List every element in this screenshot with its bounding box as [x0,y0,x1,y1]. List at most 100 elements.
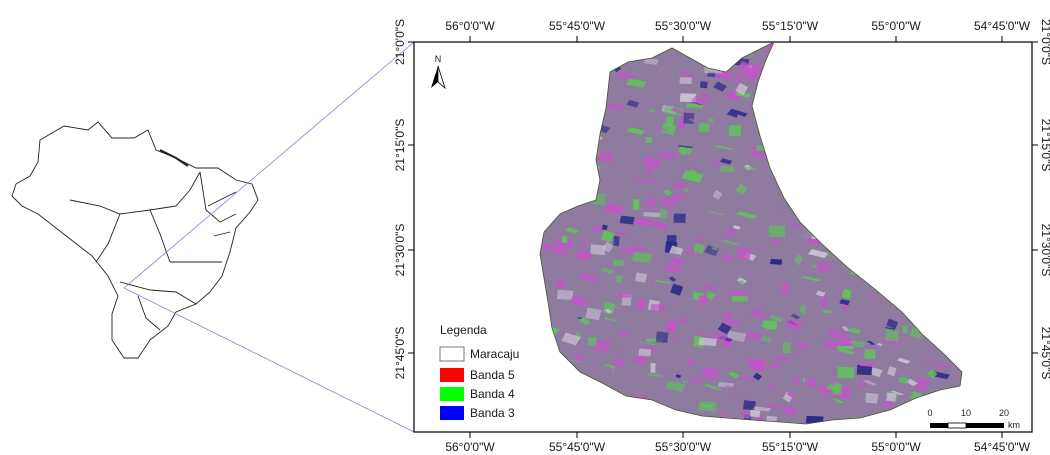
imagery-patch [753,55,768,64]
imagery-patch [615,274,624,284]
imagery-patch [713,81,728,92]
imagery-patch [643,212,661,218]
inset-connector-lines [123,41,415,433]
imagery-patch [867,296,877,301]
imagery-patch [693,243,705,255]
imagery-patch [635,178,656,184]
imagery-patch [735,82,748,96]
imagery-patch [619,246,635,255]
imagery-patch [662,189,673,196]
imagery-patch [882,339,903,345]
imagery-patch [786,391,796,398]
imagery-patch [841,288,852,300]
imagery-patch [602,365,614,376]
imagery-patch [761,320,777,330]
imagery-patch [886,392,897,402]
imagery-patch [672,182,686,189]
imagery-patch [673,213,686,224]
imagery-patch [707,210,727,216]
right-lat-label: 21°0'0"S [1039,19,1050,65]
imagery-patch [782,281,791,291]
imagery-patch [915,377,930,390]
imagery-patch [859,362,875,367]
imagery-patch [687,283,702,296]
imagery-patch [887,366,897,377]
imagery-patch [573,353,586,363]
imagery-patch [927,369,938,379]
imagery-patch [655,331,669,344]
left-lat-label: 21°15'0"S [393,119,407,172]
imagery-patch [837,348,856,355]
bottom-lon-label: 55°0'0"W [871,440,921,454]
imagery-patch [671,76,681,89]
imagery-patch [734,71,742,85]
imagery-patch [746,77,762,83]
imagery-patch [679,77,692,85]
imagery-patch [744,166,757,171]
imagery-patch [717,322,732,335]
imagery-patch [689,169,698,173]
imagery-patch [596,150,614,163]
legend-title: Legenda [440,323,487,337]
imagery-patch [799,303,807,315]
imagery-patch [841,326,850,332]
imagery-patch [760,335,772,343]
imagery-patch [690,95,710,106]
imagery-patch [805,370,824,378]
imagery-patch [708,117,714,123]
imagery-patch [734,261,752,267]
legend-label: Banda 4 [470,387,515,401]
maracaju-boundary [539,41,963,425]
imagery-patch [827,328,848,340]
imagery-patch [898,376,910,385]
imagery-patch [881,400,894,409]
imagery-patch [714,145,734,150]
imagery-patch [815,290,826,297]
imagery-patch [793,254,804,266]
imagery-patch [785,318,804,331]
imagery-patch [739,376,755,381]
imagery-patch [718,331,728,341]
imagery-patch [600,267,615,275]
imagery-patch [663,252,681,259]
imagery-patch [631,251,653,264]
imagery-patch [651,221,669,230]
imagery-patch [664,405,686,412]
imagery-patch [749,409,761,418]
north-arrow: N [431,54,446,90]
top-lon-label: 55°0'0"W [871,19,921,33]
imagery-patch [606,103,624,110]
imagery-patch [670,283,684,296]
imagery-patch [645,166,653,175]
imagery-patch [740,410,751,420]
imagery-patch [877,323,894,329]
imagery-patch [822,309,832,314]
imagery-patch [626,99,640,108]
imagery-patch [578,330,585,337]
imagery-patch [816,261,831,273]
imagery-patch [643,57,659,65]
imagery-patch [619,215,635,225]
imagery-patch [680,70,694,79]
imagery-patch [811,390,822,400]
imagery-patch [856,364,873,376]
legend-label: Banda 3 [470,406,515,420]
legend-item-maracaju: Maracaju [439,346,519,362]
legend-item-banda-5: Banda 5 [440,368,515,382]
imagery-patch [688,378,703,384]
right-lat-label: 21°15'0"S [1039,119,1050,172]
imagery-patch [561,235,568,244]
imagery-patch [644,137,653,144]
imagery-patch [561,332,581,346]
imagery-patch [732,225,741,230]
imagery-patch [605,334,612,342]
imagery-patch [806,237,822,245]
imagery-patch [555,279,568,289]
imagery-patch [870,320,876,330]
imagery-patch [698,337,718,347]
imagery-patch [615,71,638,82]
imagery-patch [790,313,801,320]
imagery-patch [719,158,733,165]
imagery-patch [636,297,646,311]
imagery-patch [617,292,632,298]
